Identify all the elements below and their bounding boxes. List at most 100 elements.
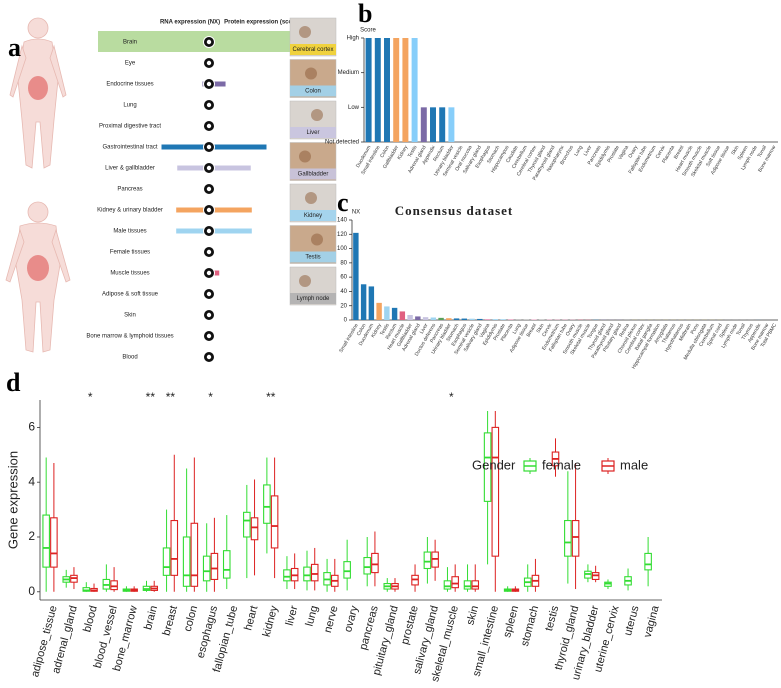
box bbox=[571, 519, 580, 557]
box bbox=[644, 552, 652, 571]
tissue-label: Bone marrow & lymphoid tissues bbox=[86, 334, 173, 340]
bar bbox=[439, 107, 446, 142]
protein-label-bg bbox=[290, 210, 336, 221]
box bbox=[283, 569, 291, 582]
x-tick-label: Skin bbox=[536, 322, 546, 334]
bar bbox=[420, 107, 427, 142]
tissue-label: Kidney & urinary bladder bbox=[97, 208, 163, 214]
x-tick-label: Testis bbox=[407, 144, 419, 159]
tissue-label: Female tissues bbox=[110, 250, 150, 256]
column-header: Protein expression (score) bbox=[224, 20, 300, 26]
y-tick-label: Medium bbox=[338, 70, 359, 76]
box bbox=[491, 426, 500, 557]
x-tick-label: Liver bbox=[419, 322, 430, 335]
tissue-icon-core bbox=[206, 60, 212, 66]
x-tick-label: Testis bbox=[379, 322, 391, 337]
tissue-icon-core bbox=[206, 165, 212, 171]
tissue-icon-core bbox=[206, 123, 212, 129]
tissue-icon-core bbox=[206, 81, 212, 87]
panel-label: b bbox=[358, 0, 372, 28]
tissue-icon-core bbox=[206, 39, 212, 45]
tissue-icon-core bbox=[206, 207, 212, 213]
bar bbox=[411, 38, 418, 142]
box bbox=[162, 547, 171, 576]
panel-label: a bbox=[8, 33, 21, 62]
protein-image-label: Testis bbox=[305, 255, 320, 261]
x-tick-label: Liver bbox=[583, 144, 594, 157]
tissue-icon-core bbox=[206, 333, 212, 339]
x-tick-label: Small intestine bbox=[338, 322, 360, 353]
box bbox=[270, 495, 279, 549]
x-tick-label: stomach bbox=[519, 604, 541, 647]
bar bbox=[360, 284, 367, 320]
y-tick-label: 40 bbox=[340, 289, 347, 295]
female-body bbox=[9, 17, 67, 169]
significance: * bbox=[88, 390, 93, 404]
brain-highlight bbox=[98, 31, 290, 52]
y-tick-label: 0 bbox=[344, 318, 348, 324]
bar bbox=[438, 317, 444, 320]
tissue-label: Proximal digestive tract bbox=[99, 124, 161, 130]
protein-image-label: Colon bbox=[305, 89, 321, 95]
bar bbox=[374, 38, 381, 142]
box bbox=[250, 517, 259, 541]
bar bbox=[446, 318, 452, 320]
y-tick-label: 100 bbox=[337, 246, 348, 252]
tissue-icon-core bbox=[206, 249, 212, 255]
box bbox=[310, 563, 319, 582]
box bbox=[443, 580, 452, 590]
protein-image-label: Gallbladder bbox=[298, 172, 329, 178]
y-tick-label: 60 bbox=[340, 275, 347, 281]
y-tick-label: 6 bbox=[28, 420, 35, 434]
x-tick-label: spleen bbox=[501, 604, 521, 638]
legend-label: female bbox=[542, 457, 581, 472]
box bbox=[263, 484, 271, 524]
bar bbox=[391, 307, 398, 320]
bar bbox=[376, 302, 382, 320]
box bbox=[483, 432, 492, 502]
y-axis-label: NX bbox=[352, 210, 360, 216]
bar bbox=[384, 306, 390, 320]
box bbox=[42, 514, 50, 568]
bar bbox=[430, 107, 436, 142]
x-tick-label: Lung bbox=[573, 144, 584, 157]
tissue-icon-core bbox=[206, 102, 212, 108]
tissue-label: Brain bbox=[123, 40, 137, 46]
x-tick-label: skin bbox=[464, 604, 481, 626]
tissue-icon-core bbox=[206, 312, 212, 318]
box bbox=[371, 552, 379, 574]
panel-label: c bbox=[337, 188, 349, 217]
bar bbox=[453, 318, 460, 320]
x-tick-label: ovary bbox=[342, 604, 361, 634]
x-tick-label: brain bbox=[142, 604, 160, 631]
tissue-icon-core bbox=[206, 228, 212, 234]
significance: * bbox=[449, 390, 454, 404]
bar bbox=[368, 286, 375, 320]
box bbox=[50, 517, 58, 568]
significance: * bbox=[208, 390, 213, 404]
male-body bbox=[5, 201, 71, 353]
bar bbox=[399, 311, 406, 320]
bar bbox=[508, 319, 514, 320]
box bbox=[210, 552, 219, 581]
bar bbox=[469, 318, 475, 320]
bar bbox=[353, 232, 359, 320]
y-tick-label: Not detected bbox=[325, 140, 359, 146]
tissue-label: Skin bbox=[124, 313, 136, 319]
y-tick-label: Low bbox=[348, 105, 360, 111]
box bbox=[343, 561, 351, 579]
tissue-label: Eye bbox=[125, 61, 136, 67]
box bbox=[471, 580, 480, 590]
box bbox=[303, 566, 311, 582]
box bbox=[423, 551, 432, 570]
x-tick-label: testis bbox=[543, 604, 561, 632]
tissue-stain bbox=[311, 233, 323, 246]
protein-label-bg bbox=[290, 293, 336, 304]
tissue-label: Gastrointestinal tract bbox=[102, 145, 157, 151]
bar bbox=[477, 318, 483, 320]
protein-label-bg bbox=[290, 168, 336, 180]
tissue-stain bbox=[299, 150, 311, 163]
protein-image-label: Liver bbox=[306, 130, 319, 136]
bar bbox=[484, 319, 491, 320]
